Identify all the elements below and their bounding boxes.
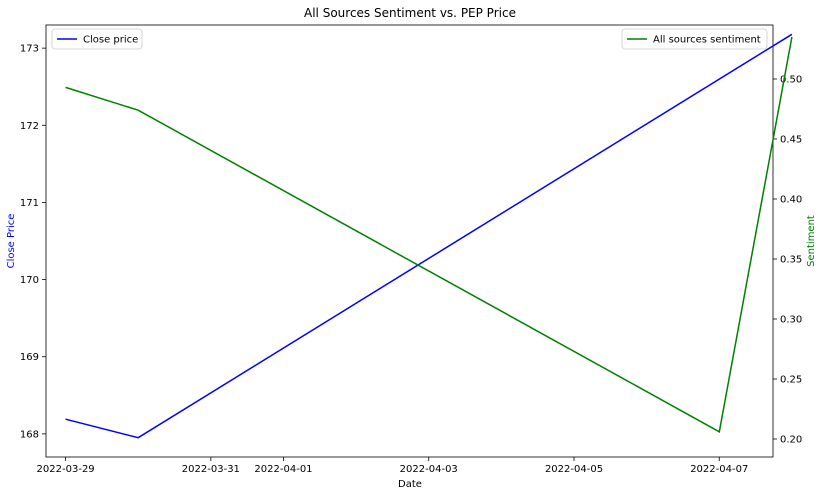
plot-frame bbox=[45, 24, 774, 458]
legend-label: Close price bbox=[83, 35, 138, 46]
right-y-tick-label: 0.50 bbox=[780, 75, 802, 86]
legend-label: All sources sentiment bbox=[653, 35, 761, 46]
left-y-tick-label: 168 bbox=[20, 429, 39, 440]
left-y-tick-label: 172 bbox=[20, 121, 39, 132]
x-tick-label: 2022-03-29 bbox=[37, 464, 95, 475]
legend-close-price: Close price bbox=[51, 28, 143, 50]
legend-sentiment: All sources sentiment bbox=[621, 28, 768, 50]
legend-box bbox=[51, 28, 143, 50]
x-tick-label: 2022-04-07 bbox=[690, 464, 748, 475]
x-tick-label: 2022-04-05 bbox=[545, 464, 603, 475]
right-y-tick-label: 0.45 bbox=[780, 135, 802, 146]
plot-area: 2022-03-29 2022-03-31 2022-04-01 2022-04-03… bbox=[20, 24, 802, 475]
right-y-tick-label: 0.40 bbox=[780, 195, 802, 206]
legend-box bbox=[621, 28, 768, 50]
x-tick-label: 2022-04-01 bbox=[254, 464, 312, 475]
left-y-axis-label: Close Price bbox=[6, 214, 17, 269]
sentiment-line bbox=[65, 36, 793, 433]
left-y-tick-label: 173 bbox=[20, 44, 39, 55]
right-y-tick-label: 0.30 bbox=[780, 315, 802, 326]
left-y-tick-label: 170 bbox=[20, 275, 39, 286]
left-y-tick-label: 169 bbox=[20, 352, 39, 363]
right-y-tick-label: 0.35 bbox=[780, 255, 802, 266]
right-y-tick-label: 0.20 bbox=[780, 435, 802, 446]
chart-title: All Sources Sentiment vs. PEP Price bbox=[304, 6, 516, 20]
x-axis-label: Date bbox=[398, 479, 422, 490]
close-price-line bbox=[65, 33, 793, 439]
left-y-tick-label: 171 bbox=[20, 198, 39, 209]
right-y-axis-label: Sentiment bbox=[806, 215, 817, 267]
x-tick-label: 2022-03-31 bbox=[182, 464, 240, 475]
right-y-tick-label: 0.25 bbox=[780, 375, 802, 386]
x-tick-label: 2022-04-03 bbox=[400, 464, 458, 475]
